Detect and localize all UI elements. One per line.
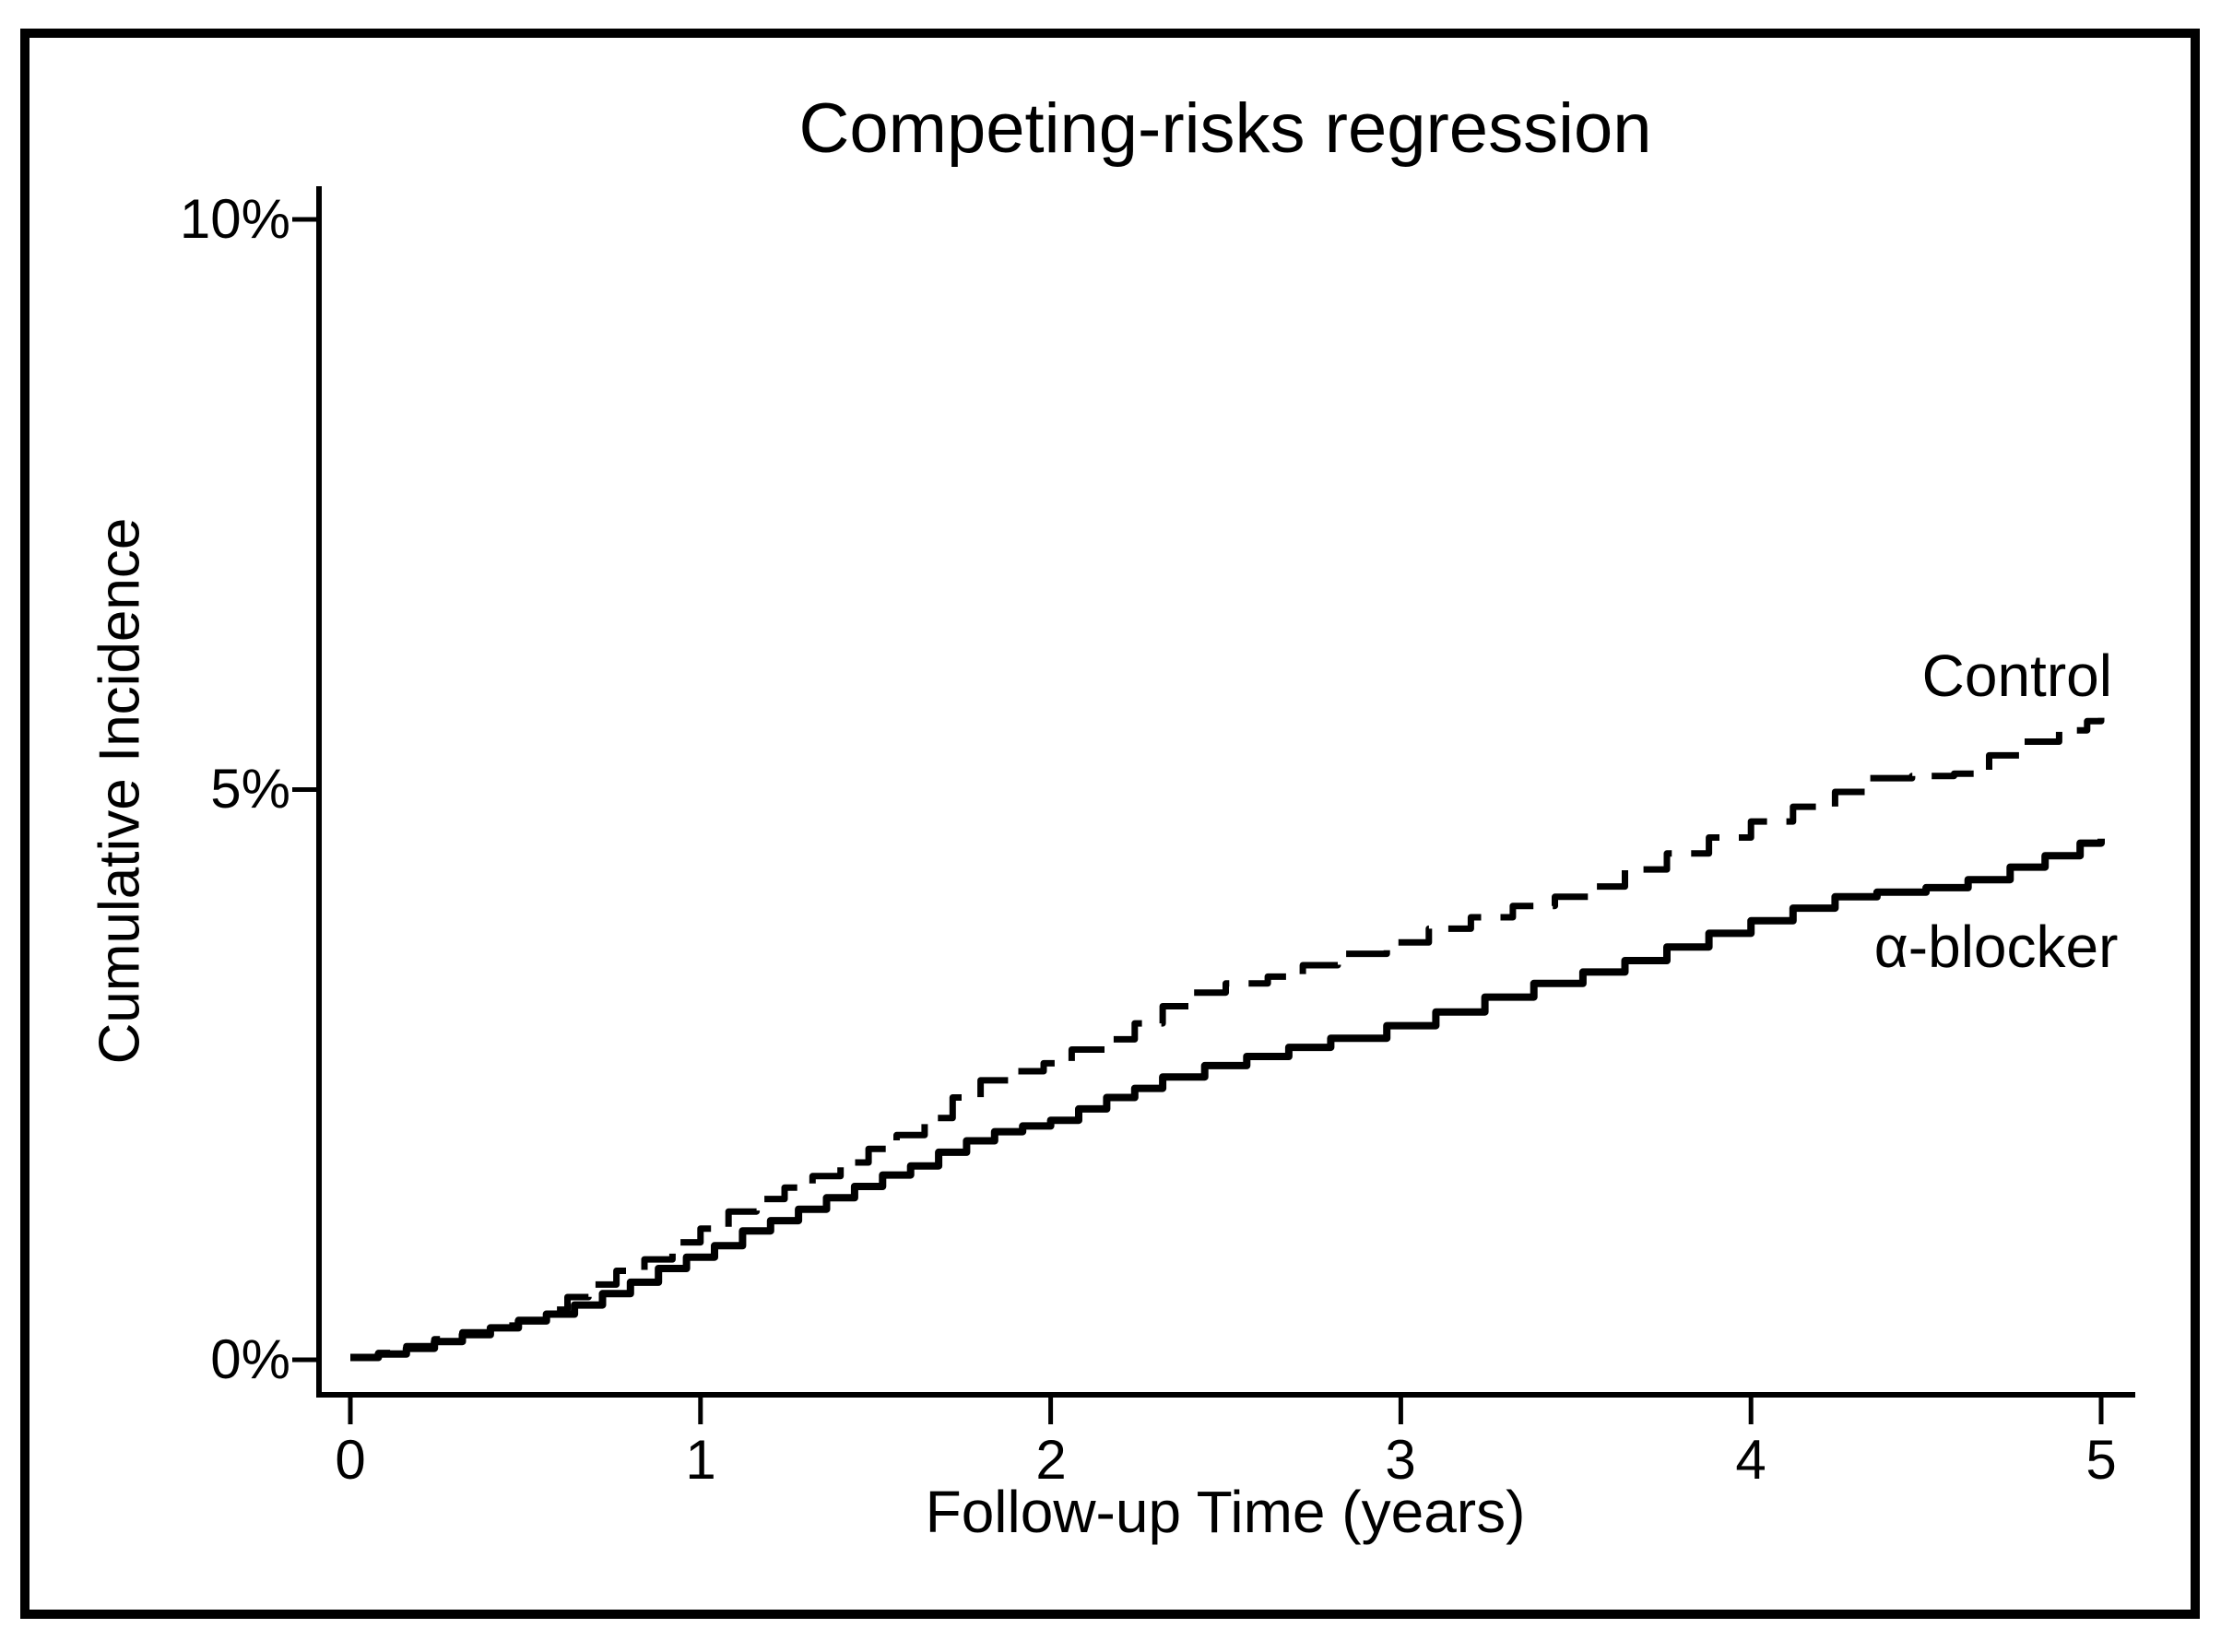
alpha-blocker-curve-label: α-blocker bbox=[1873, 914, 2119, 981]
y-tick-label-5: 5% bbox=[210, 758, 290, 820]
chart-outer-frame bbox=[20, 29, 2200, 1619]
control-curve-label: Control bbox=[1921, 642, 2112, 709]
x-tick-label-5: 5 bbox=[2085, 1429, 2117, 1491]
x-tick-label-1: 1 bbox=[685, 1429, 716, 1491]
y-tick-label-0: 0% bbox=[210, 1328, 290, 1390]
x-axis-title: Follow-up Time (years) bbox=[925, 1479, 1526, 1545]
chart-title: Competing-risks regression bbox=[798, 89, 1652, 168]
x-tick-label-2: 2 bbox=[1035, 1429, 1067, 1491]
y-tick-label-10: 10% bbox=[179, 188, 290, 250]
x-tick-label-3: 3 bbox=[1385, 1429, 1416, 1491]
x-tick-label-0: 0 bbox=[335, 1429, 366, 1491]
x-tick-label-4: 4 bbox=[1735, 1429, 1766, 1491]
